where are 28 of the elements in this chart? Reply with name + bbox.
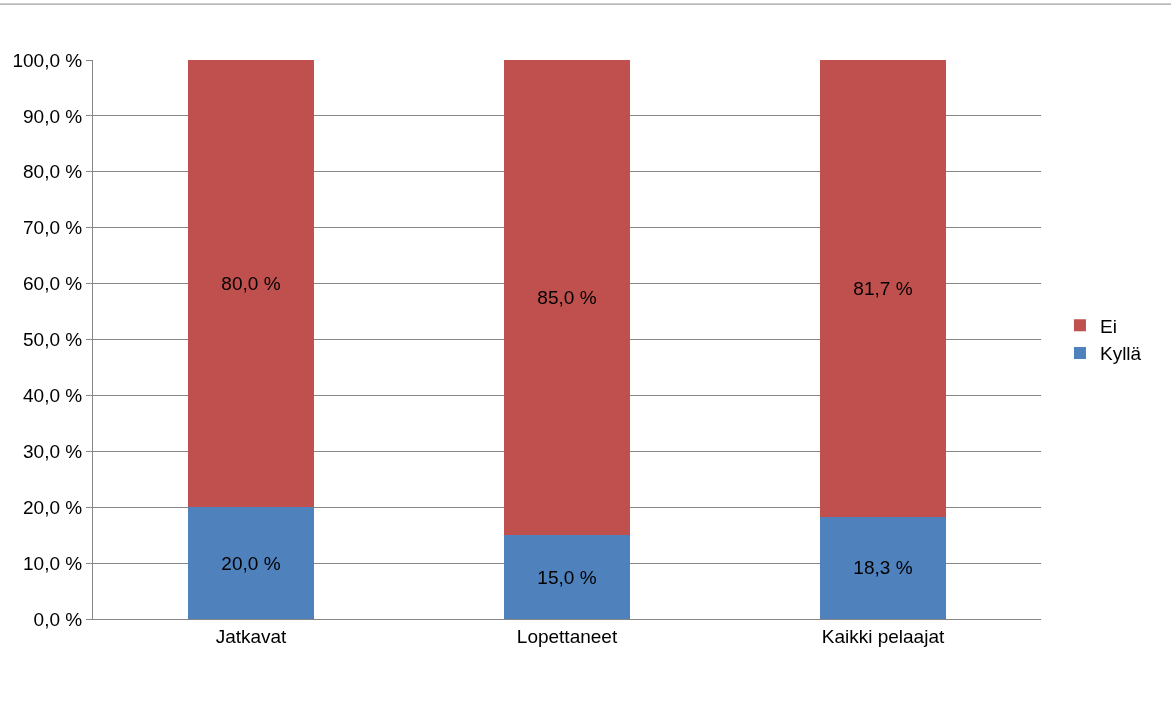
y-tick-label: 40,0 % xyxy=(23,385,83,407)
y-tick-label: 60,0 % xyxy=(23,273,83,295)
y-tick-label: 80,0 % xyxy=(23,161,83,183)
bar xyxy=(187,60,315,508)
bar xyxy=(187,507,315,619)
data-label: 80,0 % xyxy=(221,273,281,295)
y-tick-label: 70,0 % xyxy=(23,217,83,239)
y-tick-label: 10,0 % xyxy=(23,552,83,574)
bar xyxy=(503,60,631,536)
data-label: 85,0 % xyxy=(537,287,597,309)
bar xyxy=(819,516,947,619)
y-tick-label: 50,0 % xyxy=(23,329,83,351)
legend-label: Kyllä xyxy=(1099,343,1142,365)
data-label: 20,0 % xyxy=(221,552,281,574)
data-label: 81,7 % xyxy=(853,277,913,299)
y-tick-label: 100,0 % xyxy=(12,49,83,71)
y-tick-label: 20,0 % xyxy=(23,496,83,518)
x-tick-label: Jatkavat xyxy=(215,625,288,647)
y-tick-label: 30,0 % xyxy=(23,440,83,462)
bar xyxy=(819,60,947,517)
data-label: 18,3 % xyxy=(853,557,913,579)
bar xyxy=(503,535,631,619)
data-label: 15,0 % xyxy=(537,566,597,588)
x-tick-label: Lopettaneet xyxy=(516,625,618,647)
y-tick-label: 0,0 % xyxy=(33,608,83,630)
y-tick-label: 90,0 % xyxy=(23,105,83,127)
legend-label: Ei xyxy=(1099,315,1117,337)
x-tick-label: Kaikki pelaajat xyxy=(821,625,945,647)
